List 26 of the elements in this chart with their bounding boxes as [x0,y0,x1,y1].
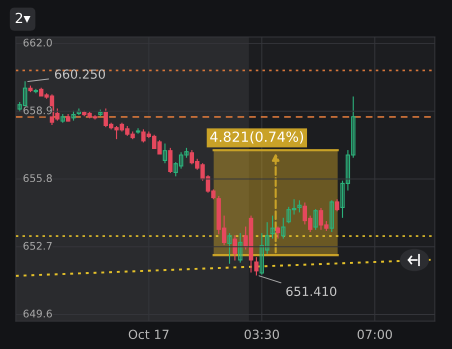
candlestick [254,257,259,276]
candlestick [334,199,340,212]
candlestick [297,200,302,212]
y-tick-label: 652.7 [23,242,52,250]
candlestick [162,144,168,164]
candlestick [232,235,238,260]
candlestick [330,200,334,232]
y-tick-label: 662.0 [23,38,52,47]
candlestick [60,114,65,123]
y-tick-label: 649.6 [23,310,52,318]
y-tick-label: 655.8 [23,174,52,182]
candlestick [227,233,232,264]
annotation: 4.821(0.74%) [210,131,304,144]
text: 2▾ [16,12,30,24]
annotation: 651.410 [286,286,336,296]
x-tick-label: Oct 17 [128,330,168,340]
x-tick-label: 03:30 [244,330,279,340]
candlestick [276,226,280,239]
annotation: 660.250 [55,69,105,79]
candlestick [168,148,173,174]
candlestick [313,209,318,230]
candlestick [238,233,242,263]
y-tick-label: 658.9 [23,106,52,114]
candlestick [281,218,286,239]
x-tick-label: 07:00 [358,330,392,340]
candlestick [270,216,275,239]
